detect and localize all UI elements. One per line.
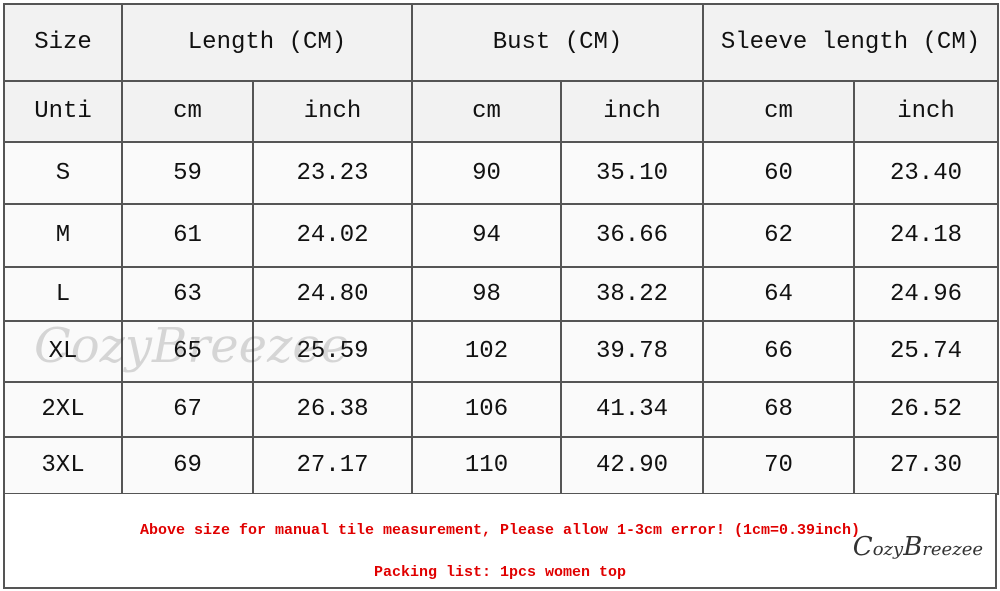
cell-sleeve-in: 26.52: [853, 381, 999, 438]
cell-bust-cm: 106: [411, 381, 562, 438]
cell-bust-in: 41.34: [560, 381, 704, 438]
cell-sleeve-in: 24.18: [853, 203, 999, 268]
size-chart-table: Size Length (CM) Bust (CM) Sleeve length…: [3, 3, 999, 495]
watermark-logo-faded: CozyBreezee: [34, 318, 350, 374]
cell-sleeve-cm: 68: [702, 381, 855, 438]
watermark-logo: CozyBreezee: [852, 532, 983, 562]
cell-bust-cm: 98: [411, 266, 562, 322]
cell-sleeve-in: 23.40: [853, 141, 999, 205]
cell-length-cm: 65: [121, 320, 254, 383]
cell-sleeve-in: 24.96: [853, 266, 999, 322]
footer: Above size for manual tile measurement, …: [3, 494, 997, 589]
cell-sleeve-cm: 70: [702, 436, 855, 495]
cell-size: XL: [3, 320, 123, 383]
cell-length-cm: 59: [121, 141, 254, 205]
unit-cm: cm: [121, 80, 254, 143]
cell-sleeve-cm: 66: [702, 320, 855, 383]
header-row: Size Length (CM) Bust (CM) Sleeve length…: [3, 3, 999, 82]
cell-sleeve-cm: 60: [702, 141, 855, 205]
cell-size: L: [3, 266, 123, 322]
cell-bust-cm: 102: [411, 320, 562, 383]
cell-length-in: 25.59: [252, 320, 413, 383]
cell-size: M: [3, 203, 123, 268]
cell-length-in: 23.23: [252, 141, 413, 205]
cell-bust-in: 35.10: [560, 141, 704, 205]
cell-bust-in: 39.78: [560, 320, 704, 383]
units-row: Unti cm inch cm inch cm inch: [3, 80, 999, 143]
unit-cm: cm: [411, 80, 562, 143]
cell-size: 3XL: [3, 436, 123, 495]
unit-cm: cm: [702, 80, 855, 143]
cell-length-cm: 63: [121, 266, 254, 322]
unit-inch: inch: [252, 80, 413, 143]
cell-length-cm: 61: [121, 203, 254, 268]
cell-bust-cm: 90: [411, 141, 562, 205]
cell-length-cm: 69: [121, 436, 254, 495]
table-row: S 59 23.23 90 35.10 60 23.40: [3, 141, 999, 205]
cell-size: S: [3, 141, 123, 205]
table-row: M 61 24.02 94 36.66 62 24.18: [3, 203, 999, 268]
cell-length-in: 26.38: [252, 381, 413, 438]
cell-bust-cm: 94: [411, 203, 562, 268]
header-sleeve: Sleeve length (CM): [702, 3, 999, 82]
cell-size: 2XL: [3, 381, 123, 438]
unit-inch: inch: [853, 80, 999, 143]
header-size: Size: [3, 3, 123, 82]
measurement-note: Above size for manual tile measurement, …: [139, 522, 861, 539]
table-row: 2XL 67 26.38 106 41.34 68 26.52: [3, 381, 999, 438]
cell-length-in: 27.17: [252, 436, 413, 495]
units-label: Unti: [3, 80, 123, 143]
cell-sleeve-cm: 64: [702, 266, 855, 322]
cell-length-cm: 67: [121, 381, 254, 438]
header-length: Length (CM): [121, 3, 413, 82]
cell-length-in: 24.02: [252, 203, 413, 268]
table-row: L 63 24.80 98 38.22 64 24.96: [3, 266, 999, 322]
cell-length-in: 24.80: [252, 266, 413, 322]
cell-sleeve-cm: 62: [702, 203, 855, 268]
packing-list: Packing list: 1pcs women top: [373, 564, 627, 581]
cell-sleeve-in: 25.74: [853, 320, 999, 383]
cell-bust-cm: 110: [411, 436, 562, 495]
table-row: XL 65 25.59 102 39.78 66 25.74: [3, 320, 999, 383]
cell-bust-in: 38.22: [560, 266, 704, 322]
table-row: 3XL 69 27.17 110 42.90 70 27.30: [3, 436, 999, 495]
unit-inch: inch: [560, 80, 704, 143]
cell-bust-in: 42.90: [560, 436, 704, 495]
cell-bust-in: 36.66: [560, 203, 704, 268]
cell-sleeve-in: 27.30: [853, 436, 999, 495]
header-bust: Bust (CM): [411, 3, 704, 82]
